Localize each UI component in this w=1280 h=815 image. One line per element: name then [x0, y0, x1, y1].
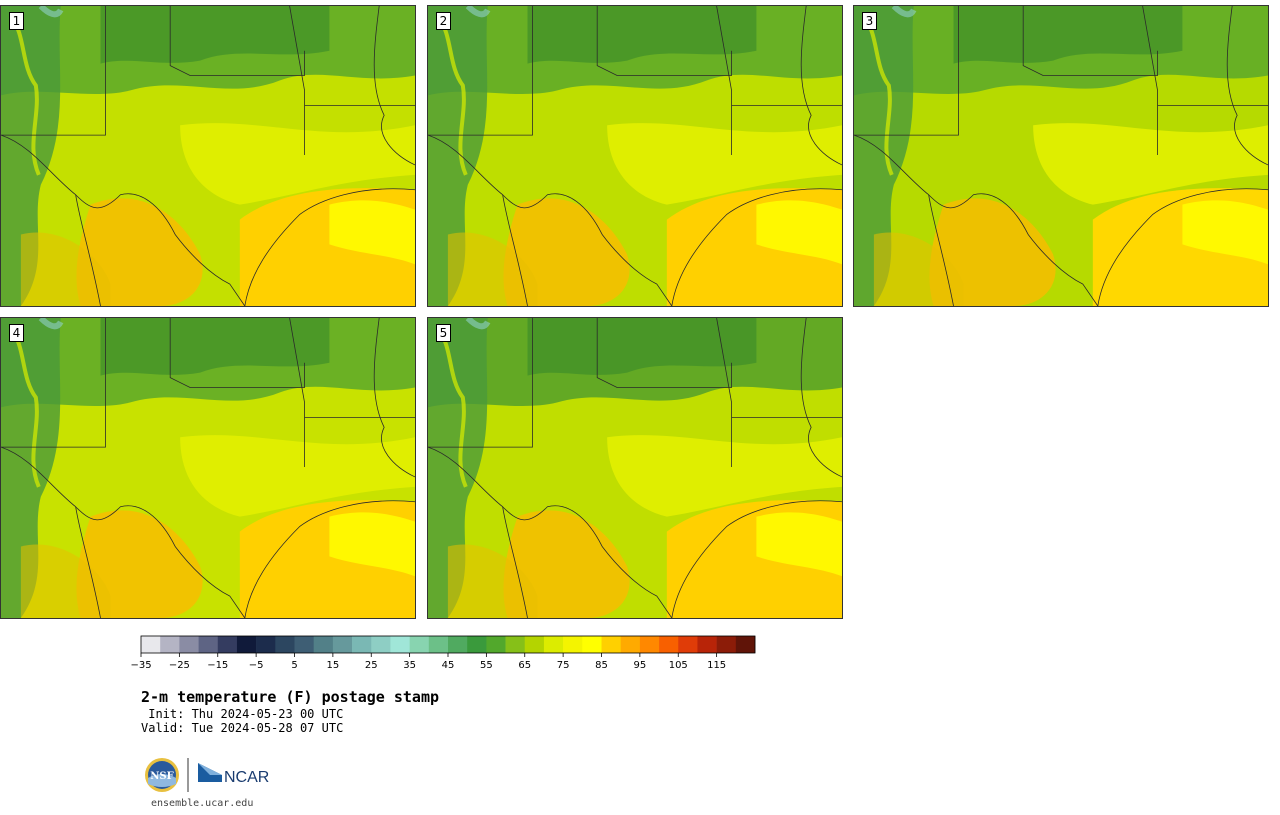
colorbar-tick-label: 55 — [480, 660, 493, 671]
colorbar-bin — [639, 636, 660, 653]
colorbar-bin — [217, 636, 238, 653]
init-time: Init: Thu 2024-05-23 00 UTC — [141, 707, 344, 721]
colorbar-bin — [236, 636, 257, 653]
member-panel-3: 3 — [853, 5, 1269, 307]
colorbar-bin — [563, 636, 583, 653]
colorbar-bin — [505, 636, 526, 653]
colorbar-bin — [332, 636, 353, 653]
colorbar-bin — [582, 636, 602, 653]
colorbar-tick-label: 5 — [291, 660, 297, 671]
member-label: 1 — [9, 12, 24, 30]
colorbar-bin — [467, 636, 487, 653]
nsf-logo-text: NSF — [150, 771, 173, 782]
ncar-logo-text: NCAR — [224, 769, 269, 786]
colorbar-bin — [179, 636, 199, 653]
colorbar-tick-label: 85 — [595, 660, 608, 671]
member-panel-1: 1 — [0, 5, 416, 307]
colorbar-tick-label: −15 — [207, 660, 228, 671]
temperature-field — [428, 318, 842, 618]
colorbar-bin — [428, 636, 449, 653]
member-panel-4: 4 — [0, 317, 416, 619]
colorbar-bin — [601, 636, 621, 653]
nsf-logo-icon: NSF — [145, 758, 179, 792]
colorbar-tick-label: −25 — [169, 660, 190, 671]
temperature-field — [1, 318, 415, 618]
temperature-field — [854, 6, 1268, 306]
colorbar-bin — [620, 636, 641, 653]
colorbar-bin — [524, 636, 545, 653]
member-label: 2 — [436, 12, 451, 30]
member-label: 5 — [436, 324, 451, 342]
colorbar-tick-label: 75 — [557, 660, 570, 671]
colorbar-bin — [390, 636, 410, 653]
member-panel-2: 2 — [427, 5, 843, 307]
colorbar-bin — [659, 636, 679, 653]
colorbar-bin — [543, 636, 564, 653]
colorbar-tick-label: 25 — [365, 660, 378, 671]
colorbar-bin — [409, 636, 430, 653]
colorbar-bin — [160, 636, 180, 653]
colorbar-tick-label: −5 — [249, 660, 264, 671]
colorbar-bin — [256, 636, 276, 653]
colorbar-tick-label: −35 — [130, 660, 151, 671]
colorbar-tick-label: 115 — [707, 660, 726, 671]
temperature-colorbar: −35 −25 −15 −5 5 15 25 35 45 55 65 75 85 95 105 115 — [130, 635, 756, 671]
valid-time: Valid: Tue 2024-05-28 07 UTC — [141, 721, 344, 735]
colorbar-tick-label: 45 — [442, 660, 455, 671]
colorbar-bin — [716, 636, 737, 653]
colorbar-bin — [294, 636, 314, 653]
colorbar-bin — [371, 636, 391, 653]
sponsor-logos: NSF NCAR — [145, 758, 269, 792]
member-label: 3 — [862, 12, 877, 30]
product-title: 2-m temperature (F) postage stamp — [141, 688, 440, 706]
ncar-logo-icon: NCAR — [198, 763, 269, 786]
colorbar-tick-label: 15 — [327, 660, 340, 671]
colorbar-bin — [313, 636, 334, 653]
colorbar-tick-label: 65 — [518, 660, 531, 671]
colorbar-bin — [198, 636, 219, 653]
temperature-field — [1, 6, 415, 306]
colorbar-bin — [141, 636, 161, 653]
colorbar-tick-label: 105 — [669, 660, 688, 671]
temperature-field — [428, 6, 842, 306]
source-url: ensemble.ucar.edu — [151, 798, 254, 809]
colorbar-bin — [486, 636, 506, 653]
colorbar-bin — [697, 636, 717, 653]
colorbar-bin — [735, 636, 756, 653]
colorbar-bin — [448, 636, 468, 653]
colorbar-tick-label: 95 — [634, 660, 647, 671]
colorbar-bin — [275, 636, 295, 653]
colorbar-bin — [352, 636, 372, 653]
member-panel-5: 5 — [427, 317, 843, 619]
colorbar-bin — [678, 636, 698, 653]
colorbar-tick-label: 35 — [403, 660, 416, 671]
member-label: 4 — [9, 324, 24, 342]
